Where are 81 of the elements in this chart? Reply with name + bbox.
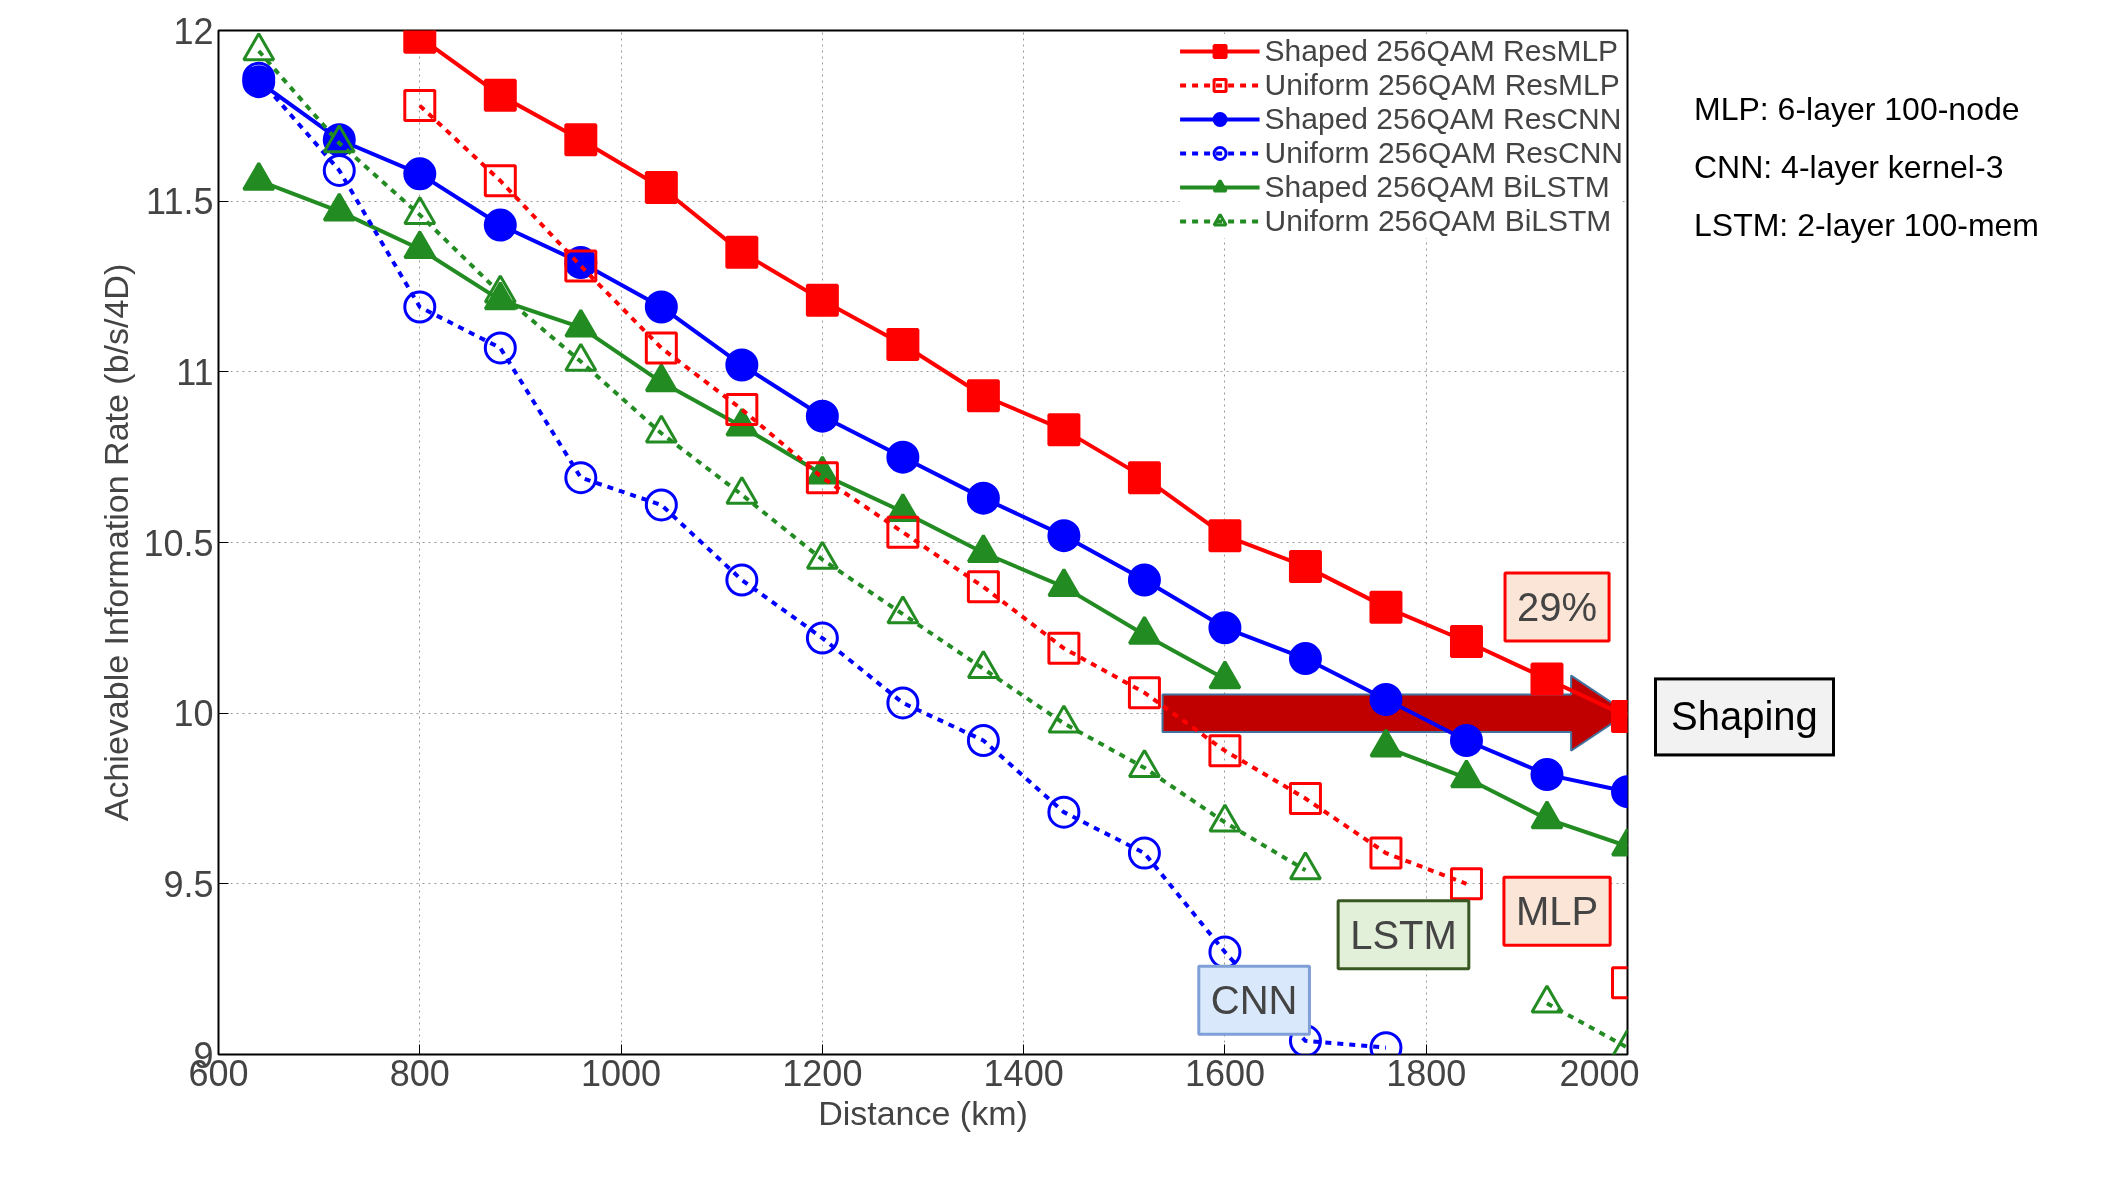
x-tick-label: 1000 — [581, 1052, 662, 1094]
x-tick-label: 1200 — [782, 1052, 863, 1094]
point — [564, 123, 598, 157]
point — [886, 440, 920, 474]
point — [805, 399, 839, 433]
point — [564, 461, 598, 495]
legend-label: Shaped 256QAM ResCNN — [1264, 102, 1622, 136]
point — [1127, 461, 1161, 495]
point — [1208, 611, 1242, 645]
x-tick-label: 1600 — [1184, 1052, 1265, 1094]
text: Shaping — [1654, 677, 1835, 757]
point — [1449, 624, 1483, 658]
point — [725, 235, 759, 269]
y-tick-label: 12 — [173, 10, 214, 52]
text: LSTM: 2-layer 100-mem — [1694, 206, 2039, 246]
legend-label: Shaped 256QAM ResMLP — [1264, 34, 1619, 68]
point — [725, 563, 759, 597]
y-tick-label: 11 — [176, 351, 214, 393]
x-axis-title: Distance (km) — [818, 1093, 1028, 1132]
point — [483, 78, 517, 112]
y-tick-label: 10.5 — [143, 522, 214, 564]
point — [403, 290, 437, 324]
point — [1449, 867, 1483, 901]
text: MLP: 6-layer 100-node — [1694, 90, 2020, 130]
point — [1530, 662, 1564, 696]
point — [966, 481, 1000, 515]
point — [483, 331, 517, 365]
point — [1369, 683, 1403, 716]
point — [1047, 631, 1081, 665]
point — [886, 328, 920, 362]
point — [644, 290, 678, 324]
legend-label: Shaped 256QAM BiLSTM — [1264, 170, 1610, 204]
point — [644, 331, 678, 365]
point — [1288, 642, 1322, 676]
y-axis-title: Achievable Information Rate (b/s/4D) — [97, 263, 136, 822]
annotation: CNN — [1210, 978, 1298, 1023]
point — [1369, 590, 1403, 624]
point — [403, 89, 437, 123]
x-tick-label: 2000 — [1559, 1052, 1640, 1094]
point — [483, 208, 517, 242]
x-tick-label: 800 — [389, 1052, 450, 1094]
point — [1127, 563, 1161, 597]
point — [725, 348, 759, 382]
point — [1208, 519, 1242, 553]
legend-label: Uniform 256QAM ResMLP — [1264, 68, 1620, 102]
x-tick-label: 1800 — [1386, 1052, 1467, 1094]
point — [1530, 758, 1564, 792]
point — [966, 570, 1000, 604]
y-tick-label: 10 — [173, 693, 214, 735]
point — [1288, 549, 1322, 583]
annotation: 29% — [1517, 585, 1598, 630]
point — [1047, 795, 1081, 829]
point — [1288, 782, 1322, 815]
annotation: MLP — [1515, 889, 1599, 934]
point — [805, 461, 839, 495]
text: CNN: 4-layer kernel-3 — [1694, 148, 2004, 188]
y-tick-label: 11.5 — [146, 181, 214, 223]
annotation: LSTM — [1350, 912, 1457, 957]
point — [1127, 676, 1161, 710]
point — [966, 379, 1000, 413]
point — [1047, 519, 1081, 553]
point — [403, 157, 437, 191]
point — [483, 164, 517, 198]
point — [1369, 836, 1403, 870]
point — [644, 488, 678, 522]
legend-label: Uniform 256QAM BiLSTM — [1264, 204, 1612, 238]
point — [1047, 413, 1081, 447]
x-tick-label: 1400 — [983, 1052, 1064, 1094]
point — [966, 724, 1000, 757]
point — [725, 392, 759, 426]
point — [805, 283, 839, 317]
legend-label: Uniform 256QAM ResCNN — [1264, 136, 1623, 170]
point — [1208, 734, 1242, 768]
point — [1127, 836, 1161, 870]
point — [805, 621, 839, 655]
point — [1449, 724, 1483, 757]
point — [886, 515, 920, 549]
point — [886, 686, 920, 720]
y-tick-label: 9.5 — [163, 863, 214, 905]
point — [644, 171, 678, 205]
point — [322, 153, 356, 187]
